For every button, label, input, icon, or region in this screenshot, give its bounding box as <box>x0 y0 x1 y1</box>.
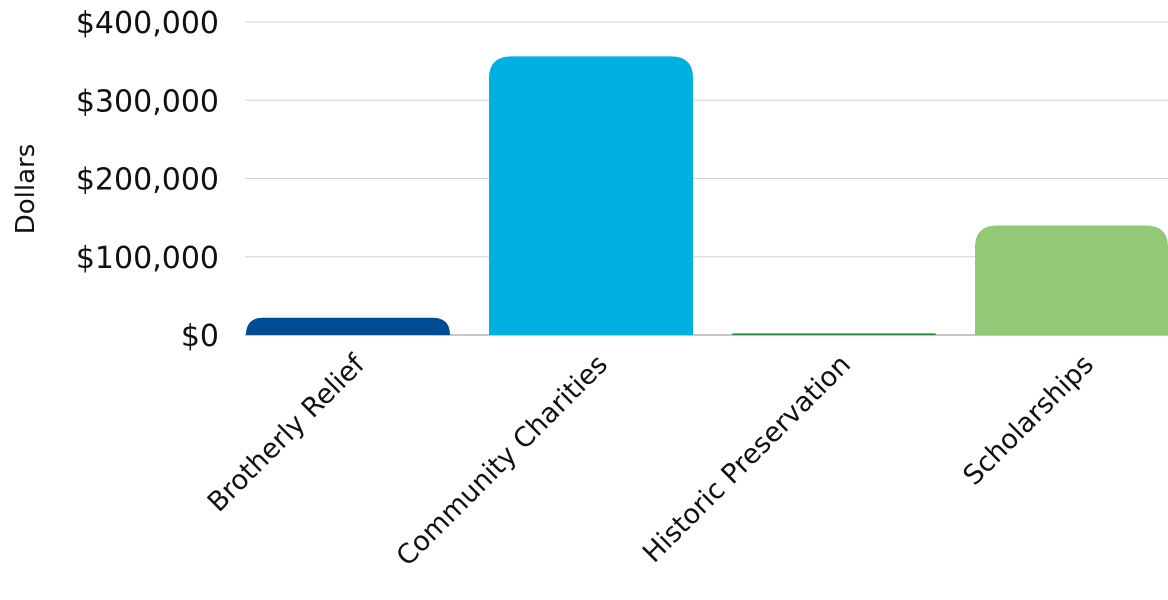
x-tick-label: Brotherly Relief <box>202 348 372 518</box>
bar-community-charities <box>489 56 693 336</box>
y-tick-label: $200,000 <box>76 163 219 198</box>
y-tick-label: $300,000 <box>76 84 219 119</box>
x-tick-label: Historic Preservation <box>637 349 857 569</box>
bars <box>246 56 1168 336</box>
y-tick-label: $0 <box>181 319 219 354</box>
y-tick-label: $100,000 <box>76 241 219 276</box>
bar-historic-preservation <box>732 333 936 335</box>
y-axis-tick-labels: $0 $100,000 $200,000 $300,000 $400,000 <box>76 6 219 354</box>
y-axis-title: Dollars <box>11 144 41 235</box>
bar-scholarships <box>975 225 1168 335</box>
bar-brotherly-relief <box>246 317 450 335</box>
y-tick-label: $400,000 <box>76 6 219 41</box>
x-axis-category-labels: Brotherly Relief Community Charities Histo… <box>202 348 1100 572</box>
x-tick-label: Community Charities <box>391 349 614 572</box>
x-tick-label: Scholarships <box>957 349 1100 492</box>
